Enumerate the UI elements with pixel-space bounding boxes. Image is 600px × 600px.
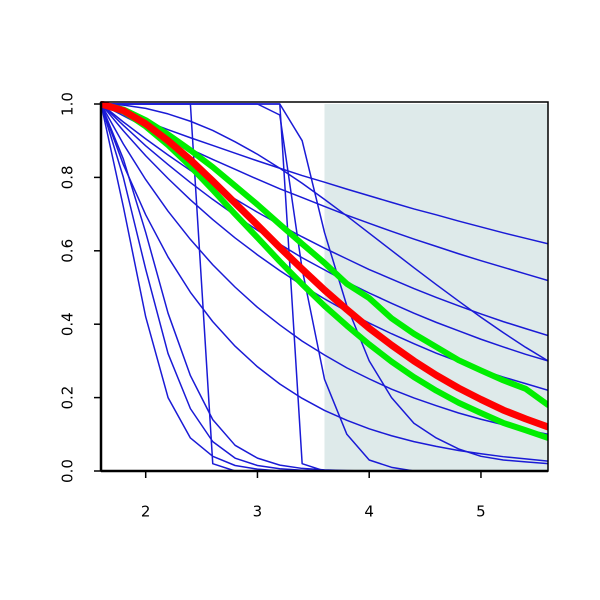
x-tick-label: 4: [364, 503, 374, 521]
y-tick-label: 1.0: [59, 92, 77, 116]
series-line: [101, 101, 548, 431]
y-tick-label: 0.8: [59, 165, 77, 189]
x-tick-label: 2: [141, 503, 151, 521]
series-line: [101, 103, 548, 245]
series-line: [101, 103, 548, 362]
series-line: [101, 103, 548, 471]
x-tick-label: 5: [476, 503, 486, 521]
y-tick-label: 0.6: [59, 239, 77, 263]
series-line: [101, 101, 548, 441]
series-line: [101, 101, 548, 408]
series-line: [101, 103, 548, 465]
y-tick-label: 0.4: [59, 312, 77, 336]
series-line: [101, 103, 548, 362]
y-tick-label: 0.0: [59, 459, 77, 483]
series-line: [101, 103, 548, 436]
x-tick-label: 3: [253, 503, 263, 521]
plot-area: [101, 101, 548, 471]
y-tick-label: 0.2: [59, 386, 77, 410]
series-line: [101, 103, 548, 462]
series-line: [101, 103, 548, 471]
